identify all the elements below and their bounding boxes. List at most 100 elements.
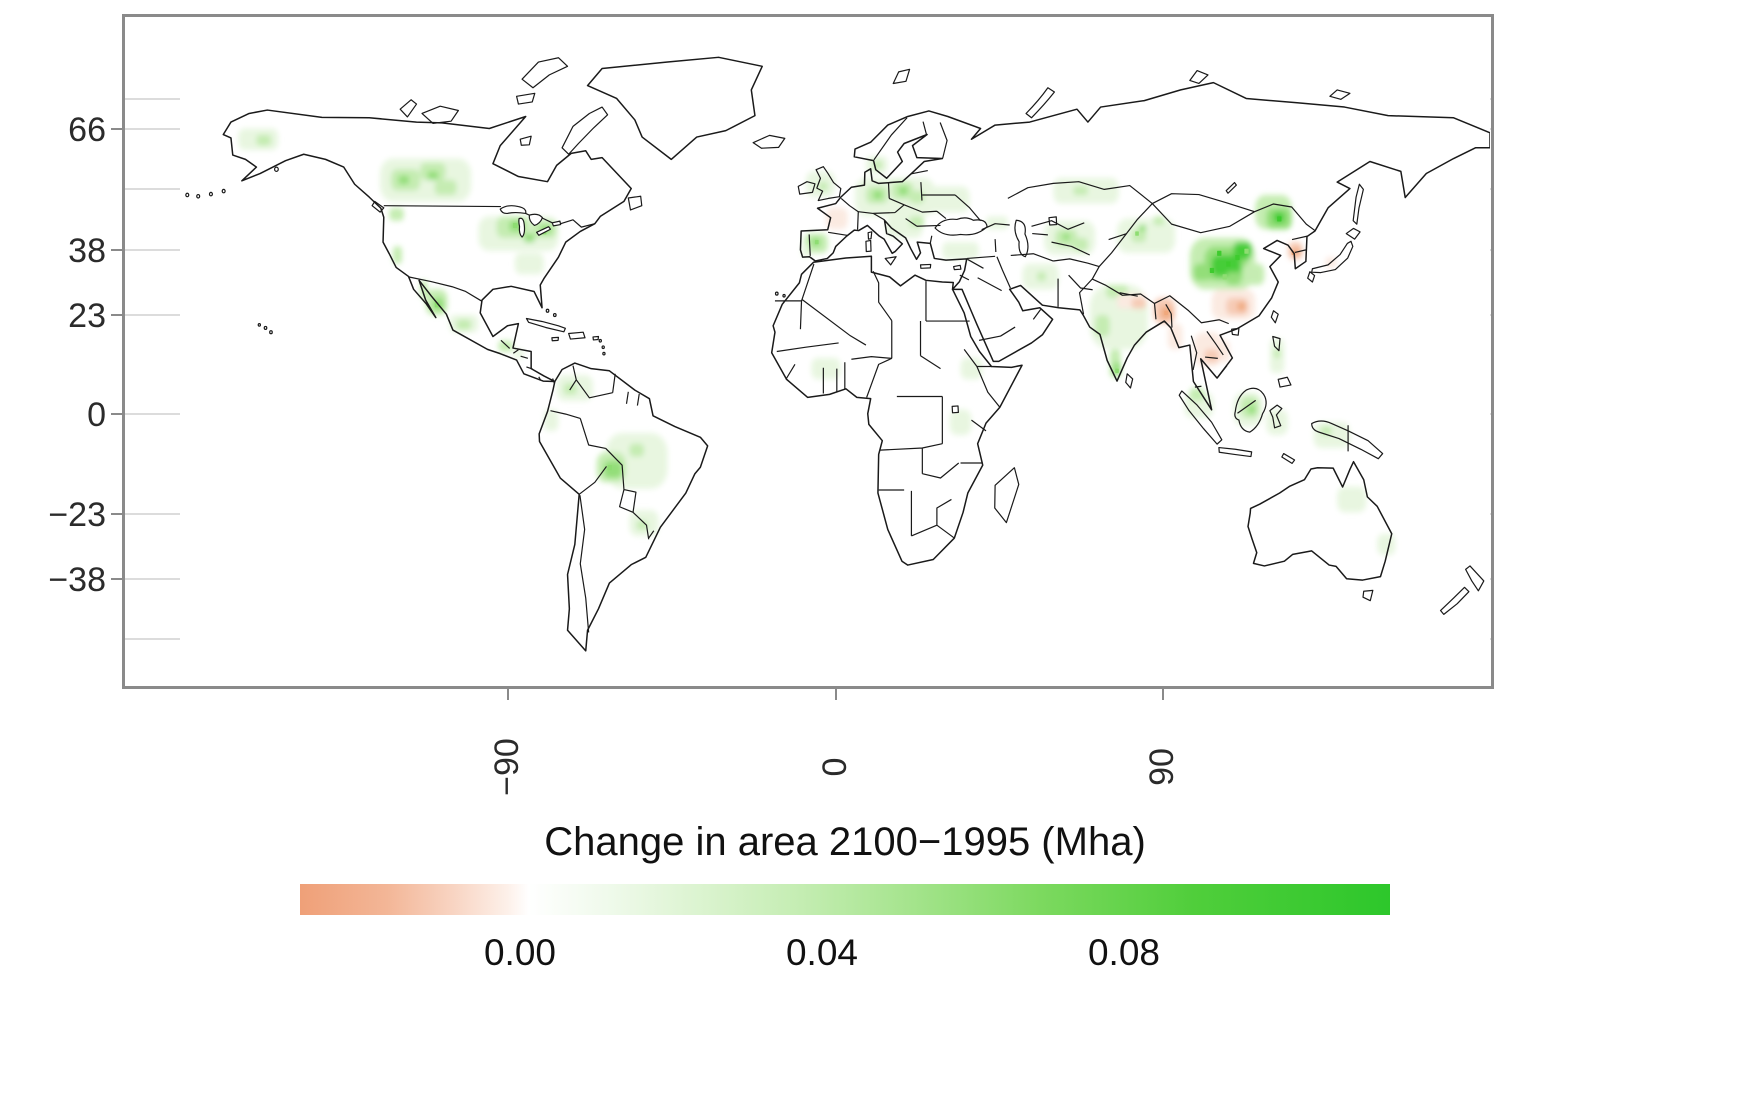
y-axis-label: −38	[48, 561, 106, 599]
borders-scandinavia	[874, 118, 947, 160]
borders-southeast-asia	[1154, 296, 1348, 452]
y-axis-label: 38	[68, 232, 106, 270]
borders-central-europe	[858, 171, 980, 243]
hawaii-island	[270, 331, 273, 334]
borneo	[1235, 388, 1266, 432]
banks-island	[400, 100, 416, 117]
novaya-zemlya	[1026, 88, 1054, 118]
hawaii-island	[258, 324, 260, 327]
x-axis-tick	[835, 688, 837, 700]
y-axis-tick	[111, 513, 123, 515]
madagascar	[995, 468, 1019, 523]
border-us-canada	[384, 206, 595, 227]
kodiak-island	[275, 167, 279, 171]
cuba	[526, 318, 565, 331]
iceland	[753, 135, 785, 148]
canary-island	[783, 294, 785, 297]
hainan	[1232, 328, 1239, 335]
border-us-mexico	[409, 277, 483, 301]
north-america-outline	[223, 110, 631, 381]
borders-middle-east	[960, 224, 1041, 341]
change-raster-cells	[434, 216, 1296, 471]
sri-lanka	[1126, 374, 1133, 388]
borders-north-africa	[775, 264, 970, 369]
sulawesi	[1270, 405, 1282, 428]
luzon	[1273, 336, 1280, 350]
lake-ontario	[552, 221, 560, 226]
bahamas-island	[554, 314, 557, 317]
colorbar	[300, 884, 1390, 915]
timor	[1282, 454, 1295, 464]
kyushu	[1308, 272, 1315, 282]
sardinia	[866, 240, 871, 251]
borders-east-africa	[961, 349, 1000, 463]
eurasia-outline	[800, 83, 1490, 410]
aleutian-island	[197, 195, 200, 198]
borders-south-america	[550, 366, 653, 633]
country-borders	[384, 118, 1348, 633]
great-britain	[816, 167, 841, 201]
antilles-island	[602, 346, 604, 349]
cyprus	[954, 265, 961, 269]
antilles-island	[603, 352, 605, 355]
borders-iberia-france	[809, 198, 858, 255]
borders-northeast-asia	[1255, 204, 1315, 252]
lake-erie	[537, 227, 551, 236]
new-guinea	[1312, 421, 1383, 459]
colorbar-label: 0.00	[483, 932, 556, 973]
baffin-island	[562, 107, 607, 154]
lake-victoria	[952, 406, 958, 413]
lake-huron	[529, 214, 542, 225]
corsica	[868, 232, 872, 239]
y-axis-tick	[111, 128, 123, 130]
x-axis-label: 0	[816, 757, 854, 777]
borders-central-asia	[1011, 204, 1153, 307]
aleutian-island	[186, 193, 189, 196]
crete	[921, 264, 931, 268]
islands	[186, 58, 1484, 615]
south-america-outline	[539, 363, 707, 651]
borders-south-asia	[1080, 279, 1172, 327]
y-axis-label: 23	[68, 297, 106, 335]
jamaica	[552, 337, 559, 340]
black-sea	[935, 218, 987, 235]
new-zealand-north	[1466, 566, 1484, 591]
southampton-island	[520, 136, 531, 145]
colorbar-label: 0.04	[785, 932, 858, 973]
victoria-island	[422, 106, 458, 123]
border-mongolia	[1152, 194, 1254, 233]
bahamas-island	[546, 309, 549, 312]
lake-michigan	[519, 218, 525, 237]
borders-central-africa	[880, 397, 958, 478]
canary-island	[776, 292, 779, 295]
y-axis-tick	[111, 578, 123, 580]
coastlines	[223, 57, 1490, 651]
africa-outline	[772, 256, 1022, 565]
antilles-island	[599, 339, 601, 342]
borders-southern-africa	[879, 490, 955, 538]
newfoundland	[628, 196, 641, 210]
map-panel	[111, 14, 1494, 700]
border-russia-kazakhstan	[1008, 182, 1152, 204]
ellesmere-island	[522, 58, 567, 88]
vancouver-island	[372, 201, 384, 212]
y-axis-label: 0	[87, 396, 106, 434]
y-axis-tick	[111, 314, 123, 316]
x-axis-tick	[1162, 688, 1164, 700]
lake-baikal	[1226, 183, 1236, 194]
y-axis-tick	[111, 413, 123, 415]
sakhalin	[1353, 184, 1363, 224]
y-axis-label: −23	[48, 496, 106, 534]
java	[1219, 448, 1252, 457]
ireland	[798, 182, 815, 194]
y-axis-label: 66	[68, 111, 106, 149]
map-raster-background	[180, 17, 1490, 686]
new-siberian-islands	[1330, 90, 1350, 99]
mindanao	[1278, 377, 1291, 387]
x-axis-tick	[507, 688, 509, 700]
new-zealand-south	[1441, 587, 1469, 614]
aleutian-island	[222, 189, 225, 192]
greenland-outline	[588, 57, 763, 159]
taiwan	[1271, 311, 1278, 323]
